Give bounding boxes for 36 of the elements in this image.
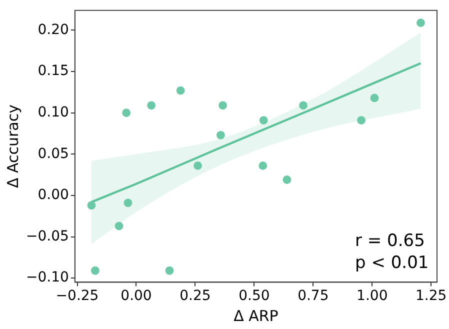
y-tick-label: −0.05	[26, 228, 69, 244]
y-tick-label: 0.10	[38, 104, 69, 120]
y-tick-label: 0.00	[38, 187, 69, 204]
point	[87, 201, 96, 210]
x-tick-label: 1.00	[356, 288, 388, 304]
y-tick-label: 0.20	[38, 22, 69, 38]
y-tick-label: 0.05	[38, 146, 69, 162]
point	[259, 116, 268, 124]
annotation: p < 0.01	[355, 253, 429, 274]
point	[370, 94, 379, 102]
x-tick-label: 0.75	[298, 288, 329, 304]
x-tick-label: 0.25	[180, 288, 211, 304]
point	[357, 116, 366, 124]
point	[218, 101, 228, 110]
point	[124, 198, 132, 208]
x-axis-title: Δ ARP	[234, 306, 278, 325]
point	[282, 176, 292, 184]
point	[416, 18, 425, 27]
x-tick-label: 0.50	[238, 288, 270, 304]
point	[122, 108, 131, 118]
annotation: r = 0.65	[355, 231, 425, 252]
point	[176, 86, 185, 95]
point	[114, 222, 124, 230]
point	[90, 266, 100, 275]
x-tick-label: 1.25	[416, 288, 447, 304]
point	[165, 266, 174, 275]
y-tick-label: 0.15	[38, 63, 69, 80]
point	[258, 162, 268, 170]
x-tick-label: 0.00	[120, 288, 152, 304]
point	[147, 101, 156, 110]
y-axis-title: Δ Accuracy	[4, 104, 22, 188]
x-tick-label: −0.25	[56, 288, 99, 304]
point	[299, 101, 308, 110]
y-tick-label: −0.10	[26, 270, 69, 286]
point	[194, 162, 202, 170]
point	[216, 130, 225, 140]
